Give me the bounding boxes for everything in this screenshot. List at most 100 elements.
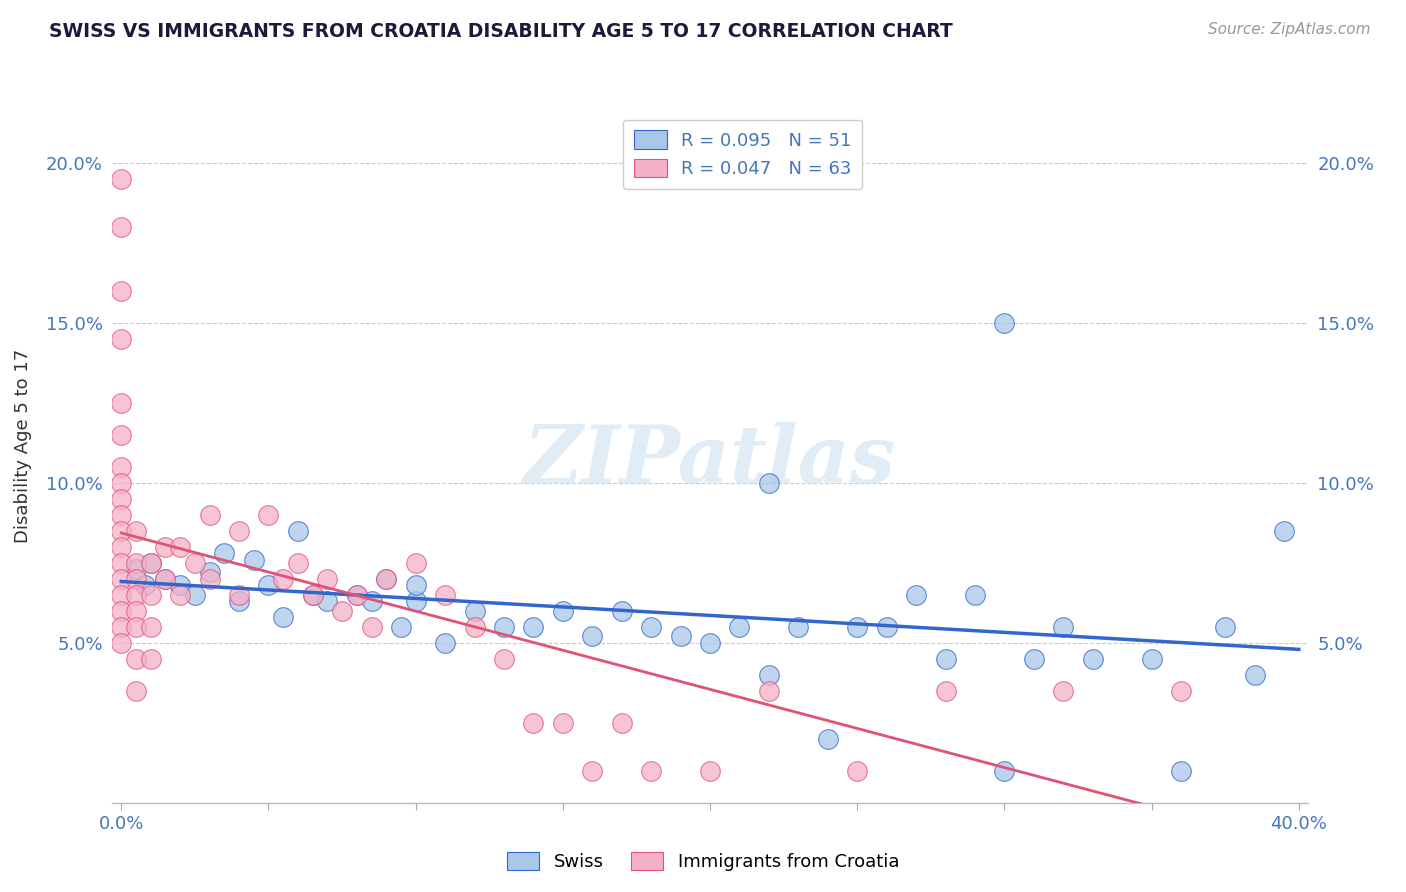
Point [198, 566, 221, 580]
Point [551, 715, 574, 730]
Point [728, 620, 751, 634]
Point [134, 578, 156, 592]
Point [610, 715, 633, 730]
Point [110, 427, 132, 442]
Point [375, 572, 398, 586]
Point [316, 572, 339, 586]
Point [699, 636, 721, 650]
Point [551, 604, 574, 618]
Point [125, 683, 148, 698]
Point [139, 556, 162, 570]
Point [434, 588, 457, 602]
Point [758, 683, 780, 698]
Point [1052, 683, 1074, 698]
Point [169, 540, 191, 554]
Point [110, 332, 132, 346]
Point [346, 588, 368, 602]
Point [522, 620, 544, 634]
Point [699, 764, 721, 778]
Point [316, 594, 339, 608]
Point [125, 562, 148, 576]
Legend: R = 0.095   N = 51, R = 0.047   N = 63: R = 0.095 N = 51, R = 0.047 N = 63 [623, 120, 862, 189]
Point [360, 594, 382, 608]
Point [389, 620, 412, 634]
Point [228, 594, 250, 608]
Point [787, 620, 810, 634]
Point [110, 572, 132, 586]
Point [110, 475, 132, 490]
Point [464, 620, 486, 634]
Point [125, 572, 148, 586]
Point [492, 652, 515, 666]
Point [228, 588, 250, 602]
Point [301, 588, 323, 602]
Point [934, 683, 956, 698]
Point [1081, 652, 1104, 666]
Point [139, 652, 162, 666]
Point [110, 459, 132, 474]
Point [1213, 620, 1236, 634]
Point [125, 556, 148, 570]
Point [271, 610, 294, 624]
Y-axis label: Disability Age 5 to 17: Disability Age 5 to 17 [14, 349, 32, 543]
Point [934, 652, 956, 666]
Point [405, 594, 427, 608]
Point [1272, 524, 1295, 538]
Point [876, 620, 898, 634]
Point [581, 629, 603, 643]
Point [110, 540, 132, 554]
Point [139, 620, 162, 634]
Point [669, 629, 692, 643]
Point [110, 284, 132, 298]
Point [405, 578, 427, 592]
Point [287, 524, 309, 538]
Point [184, 588, 207, 602]
Point [1140, 652, 1163, 666]
Point [110, 636, 132, 650]
Point [169, 578, 191, 592]
Point [963, 588, 986, 602]
Point [360, 620, 382, 634]
Point [846, 764, 869, 778]
Point [346, 588, 368, 602]
Point [758, 668, 780, 682]
Point [110, 219, 132, 234]
Point [492, 620, 515, 634]
Point [155, 572, 177, 586]
Point [993, 316, 1015, 330]
Text: SWISS VS IMMIGRANTS FROM CROATIA DISABILITY AGE 5 TO 17 CORRELATION CHART: SWISS VS IMMIGRANTS FROM CROATIA DISABIL… [49, 22, 953, 41]
Point [242, 552, 264, 566]
Point [110, 396, 132, 410]
Point [301, 588, 323, 602]
Point [110, 524, 132, 538]
Point [610, 604, 633, 618]
Point [110, 604, 132, 618]
Point [125, 604, 148, 618]
Point [169, 588, 191, 602]
Text: ZIPatlas: ZIPatlas [524, 422, 896, 499]
Point [125, 588, 148, 602]
Point [1170, 683, 1192, 698]
Point [405, 556, 427, 570]
Point [139, 588, 162, 602]
Point [257, 578, 280, 592]
Point [758, 475, 780, 490]
Point [640, 620, 662, 634]
Point [287, 556, 309, 570]
Point [125, 652, 148, 666]
Point [1022, 652, 1045, 666]
Point [640, 764, 662, 778]
Point [330, 604, 353, 618]
Point [846, 620, 869, 634]
Point [905, 588, 928, 602]
Point [125, 620, 148, 634]
Point [1170, 764, 1192, 778]
Point [139, 556, 162, 570]
Text: Source: ZipAtlas.com: Source: ZipAtlas.com [1208, 22, 1371, 37]
Point [110, 556, 132, 570]
Point [375, 572, 398, 586]
Point [257, 508, 280, 522]
Legend: Swiss, Immigrants from Croatia: Swiss, Immigrants from Croatia [499, 845, 907, 879]
Point [184, 556, 207, 570]
Point [434, 636, 457, 650]
